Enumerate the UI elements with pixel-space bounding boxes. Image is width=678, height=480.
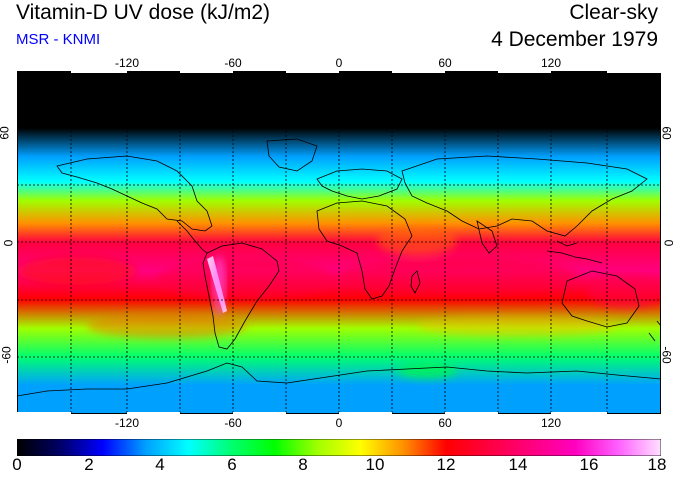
colorbar-tick-label: 18: [647, 455, 667, 474]
colorbar-ramp: [17, 439, 661, 456]
colorbar-tick-label: 6: [227, 455, 237, 474]
colorbar-tick-label: 10: [365, 455, 385, 474]
lon-tick-bottom: -120: [114, 416, 140, 430]
source-label: MSR - KNMI: [16, 31, 101, 48]
uv-dose-map: [17, 71, 661, 414]
map-frame: [17, 71, 661, 414]
lon-tick-top: 120: [540, 56, 562, 70]
dose-field: [17, 71, 661, 414]
lon-tick-bottom: 60: [438, 416, 452, 430]
sky-condition-label: Clear-sky: [569, 1, 658, 24]
lat-tick-left: 0: [1, 239, 16, 247]
colorbar-tick-label: 16: [579, 455, 599, 474]
date-label: 4 December 1979: [491, 28, 658, 51]
lat-tick-right: -60: [659, 346, 674, 364]
colorbar-tick-label: 2: [84, 455, 94, 474]
lon-tick-top: 60: [438, 56, 452, 70]
lon-tick-bottom: 0: [335, 416, 343, 430]
lat-tick-left: 60: [0, 126, 12, 140]
lon-tick-bottom: -60: [224, 416, 242, 430]
lon-tick-bottom: 120: [540, 416, 562, 430]
lon-tick-top: -60: [224, 56, 242, 70]
colorbar-tick-label: 4: [155, 455, 165, 474]
colorbar-tick-label: 14: [508, 455, 528, 474]
page-title: Vitamin-D UV dose (kJ/m2): [16, 1, 271, 24]
lat-tick-right: 0: [661, 239, 676, 247]
graticule: [17, 71, 661, 414]
colorbar-tick-label: 0: [12, 455, 22, 474]
lon-tick-top: -120: [114, 56, 140, 70]
lat-tick-right: 60: [659, 126, 674, 140]
colorbar-tick-label: 8: [298, 455, 308, 474]
lat-tick-left: -60: [0, 346, 14, 364]
colorbar-tick-label: 12: [436, 455, 456, 474]
lon-tick-top: 0: [335, 56, 343, 70]
colorbar: [17, 439, 661, 456]
